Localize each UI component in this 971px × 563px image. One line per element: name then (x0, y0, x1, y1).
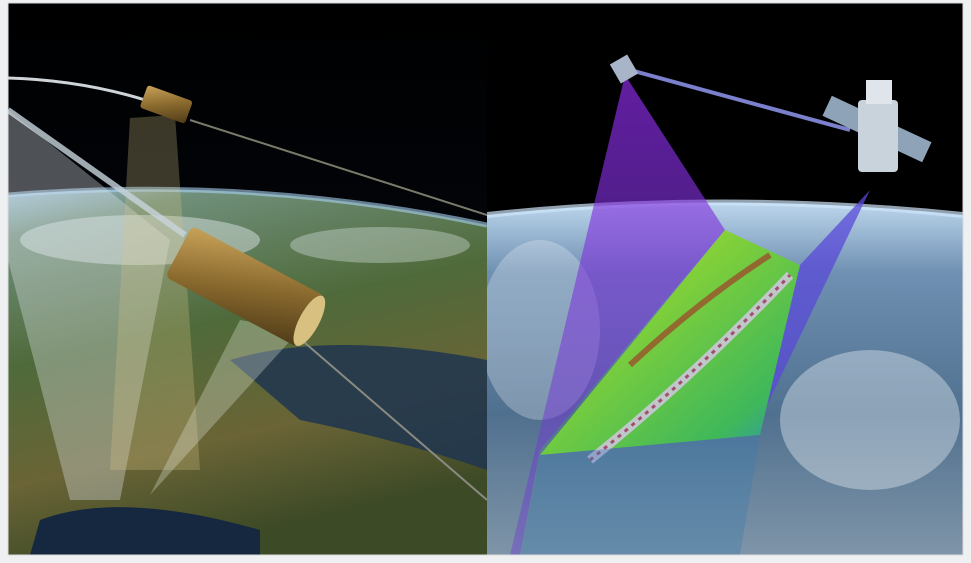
left-panel (8, 3, 487, 555)
right-panel (487, 3, 963, 555)
satellite (822, 80, 932, 172)
